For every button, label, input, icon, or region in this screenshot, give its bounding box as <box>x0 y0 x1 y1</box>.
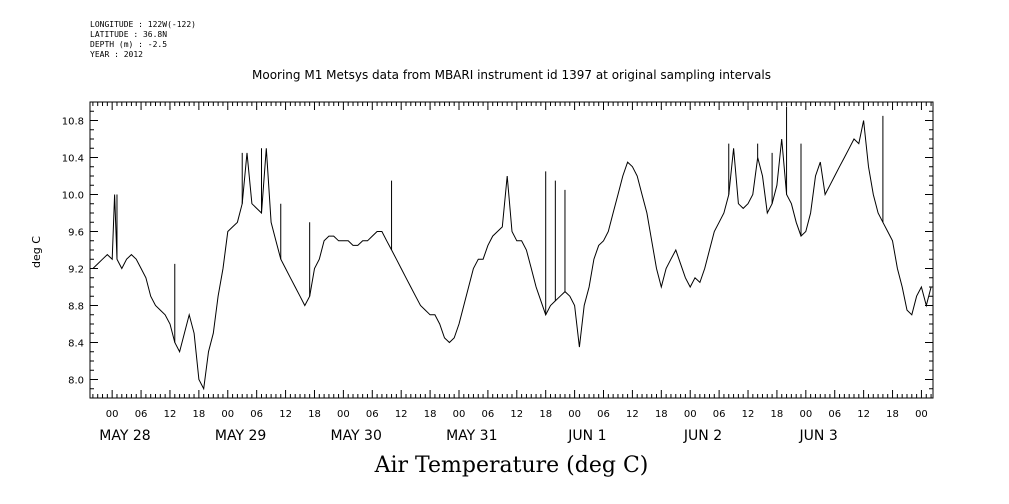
x-hour-label: 00 <box>453 409 466 420</box>
y-axis: 8.0 8.4 8.8 9.2 9.6 10.0 10.4 10.8 <box>62 101 933 399</box>
depth-text: DEPTH (m) : -2.5 <box>90 40 168 49</box>
y-tick-label: 10.0 <box>62 191 84 202</box>
x-hour-label: 12 <box>510 409 523 420</box>
x-hour-label: 18 <box>193 409 206 420</box>
x-hour-label: 06 <box>482 409 495 420</box>
latitude-text: LATITUDE : 36.8N <box>90 30 168 39</box>
x-hour-label: 12 <box>742 409 755 420</box>
x-hour-label: 18 <box>308 409 321 420</box>
x-hour-label: 06 <box>250 409 263 420</box>
x-hour-label: 06 <box>135 409 148 420</box>
x-day-label: MAY 30 <box>330 428 381 444</box>
plot-frame <box>89 101 934 399</box>
x-hour-label: 00 <box>915 409 928 420</box>
x-axis: 00 06 12 18 00 06 12 18 00 06 12 18 00 06 12 18 00 06 12 18… <box>92 102 932 444</box>
metadata-block: LONGITUDE : 122W(-122) LATITUDE : 36.8N … <box>90 20 196 60</box>
chart-title: Mooring M1 Metsys data from MBARI instru… <box>252 68 771 82</box>
x-hour-label: 12 <box>857 409 870 420</box>
x-hour-label: 12 <box>279 409 292 420</box>
x-hour-label: 00 <box>337 409 350 420</box>
y-tick-label: 9.2 <box>68 265 84 276</box>
y-tick-label: 10.8 <box>62 117 84 128</box>
series-group <box>92 106 932 391</box>
x-hour-label: 00 <box>221 409 234 420</box>
air-temperature-line <box>92 120 932 391</box>
x-hour-label: 12 <box>395 409 408 420</box>
x-day-label: MAY 29 <box>215 428 266 444</box>
x-hour-label: 00 <box>684 409 697 420</box>
x-day-label: JUN 2 <box>683 428 722 444</box>
x-hour-label: 18 <box>655 409 668 420</box>
x-hour-label: 18 <box>886 409 899 420</box>
y-tick-label: 8.8 <box>68 302 84 313</box>
x-day-label: MAY 31 <box>446 428 497 444</box>
x-day-label: JUN 1 <box>567 428 606 444</box>
y-tick-label: 10.4 <box>62 154 84 165</box>
x-hour-label: 00 <box>799 409 812 420</box>
y-tick-label: 8.0 <box>68 376 84 387</box>
x-hour-label: 06 <box>713 409 726 420</box>
x-hour-label: 12 <box>626 409 639 420</box>
y-tick-label: 8.4 <box>68 339 84 350</box>
longitude-text: LONGITUDE : 122W(-122) <box>90 20 196 29</box>
y-tick-label: 9.6 <box>68 228 84 239</box>
x-hour-label: 06 <box>597 409 610 420</box>
x-hour-label: 18 <box>771 409 784 420</box>
x-hour-label: 06 <box>828 409 841 420</box>
bottom-title: Air Temperature (deg C) <box>374 453 649 478</box>
x-hour-label: 12 <box>164 409 177 420</box>
x-hour-label: 00 <box>568 409 581 420</box>
y-axis-label: deg C <box>30 236 43 268</box>
x-hour-label: 06 <box>366 409 379 420</box>
x-hour-label: 18 <box>539 409 552 420</box>
x-hour-label: 18 <box>424 409 437 420</box>
x-day-label: MAY 28 <box>99 428 150 444</box>
year-text: YEAR : 2012 <box>90 50 143 59</box>
x-hour-label: 00 <box>106 409 119 420</box>
x-day-label: JUN 3 <box>799 428 838 444</box>
